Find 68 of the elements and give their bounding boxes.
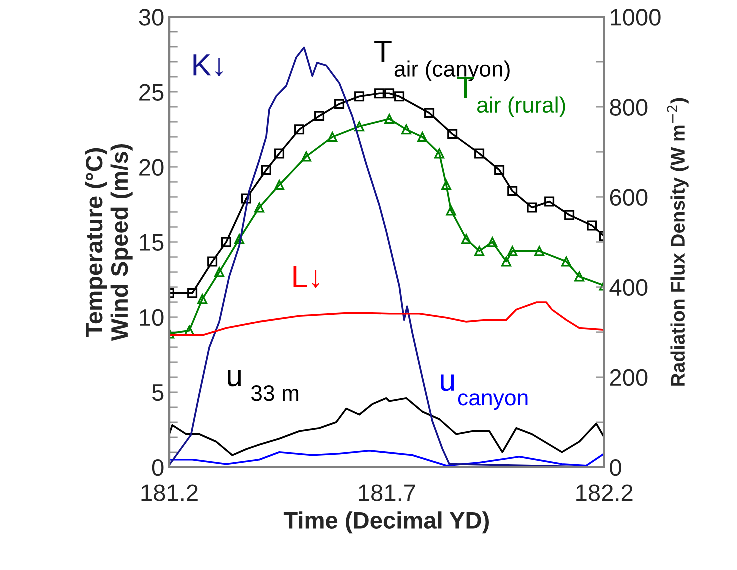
y-tick-label: 0 xyxy=(152,459,164,476)
x-tick-label: 181.2 xyxy=(142,484,198,502)
point xyxy=(384,114,395,124)
point xyxy=(328,132,338,142)
point xyxy=(418,132,428,142)
point xyxy=(274,148,285,159)
point xyxy=(488,237,498,248)
point xyxy=(374,88,385,99)
series-label: u 33 m xyxy=(228,370,299,402)
point xyxy=(394,92,405,102)
point xyxy=(441,180,452,190)
point xyxy=(434,148,445,159)
point xyxy=(534,246,545,256)
point xyxy=(261,165,272,176)
x-tick-label: 181.7 xyxy=(359,484,416,502)
y-tick-label: 5 xyxy=(152,384,164,402)
point xyxy=(184,326,195,336)
point xyxy=(461,234,472,244)
point xyxy=(424,108,435,118)
y-tick-label: 20 xyxy=(140,159,164,176)
point xyxy=(446,206,456,216)
y-tick-label: 15 xyxy=(140,234,164,252)
y-tick-label: 30 xyxy=(139,9,164,26)
point xyxy=(294,124,305,135)
point xyxy=(188,288,198,298)
y2-tick-label: 200 xyxy=(610,369,648,386)
y2-tick-label: 600 xyxy=(610,189,648,206)
point xyxy=(401,124,412,135)
y-tick-label: 25 xyxy=(140,84,164,101)
y2-tick-label: 800 xyxy=(610,99,648,116)
y-axis-title: Temperature (°C) Wind Speed (m/s) xyxy=(85,144,133,342)
point xyxy=(544,196,555,207)
point xyxy=(354,92,365,102)
point xyxy=(562,256,572,267)
point xyxy=(221,237,232,248)
point xyxy=(208,256,218,267)
y2-tick-label: 1000 xyxy=(611,9,661,26)
point xyxy=(274,180,285,190)
x-axis-title: Time (Decimal YD) xyxy=(284,512,489,534)
point xyxy=(314,111,325,122)
point xyxy=(448,129,458,140)
point xyxy=(301,152,312,162)
point xyxy=(474,246,485,256)
series-label: L↓ xyxy=(294,266,320,288)
point xyxy=(574,272,585,282)
point xyxy=(502,256,512,267)
y2-tick-label: 400 xyxy=(610,279,648,296)
point xyxy=(564,210,575,220)
point xyxy=(527,202,538,213)
point xyxy=(234,234,245,244)
point xyxy=(587,220,598,231)
series-label: ucanyon xyxy=(441,374,528,410)
x-tick-label: 182.2 xyxy=(576,484,633,502)
point xyxy=(474,148,485,159)
point xyxy=(508,246,518,256)
point xyxy=(334,99,345,110)
point xyxy=(354,122,365,132)
y-tick-label: 10 xyxy=(140,309,164,326)
point xyxy=(241,194,252,204)
point xyxy=(254,202,265,213)
y2-axis-title: Radiation Flux Density (W m$^{−2}$) xyxy=(667,98,689,386)
series-label: K↓ xyxy=(194,54,223,77)
point xyxy=(508,186,518,196)
y2-tick-label: 0 xyxy=(610,459,622,476)
point xyxy=(384,88,395,99)
point xyxy=(214,267,225,278)
point xyxy=(494,165,505,176)
point xyxy=(198,294,208,304)
